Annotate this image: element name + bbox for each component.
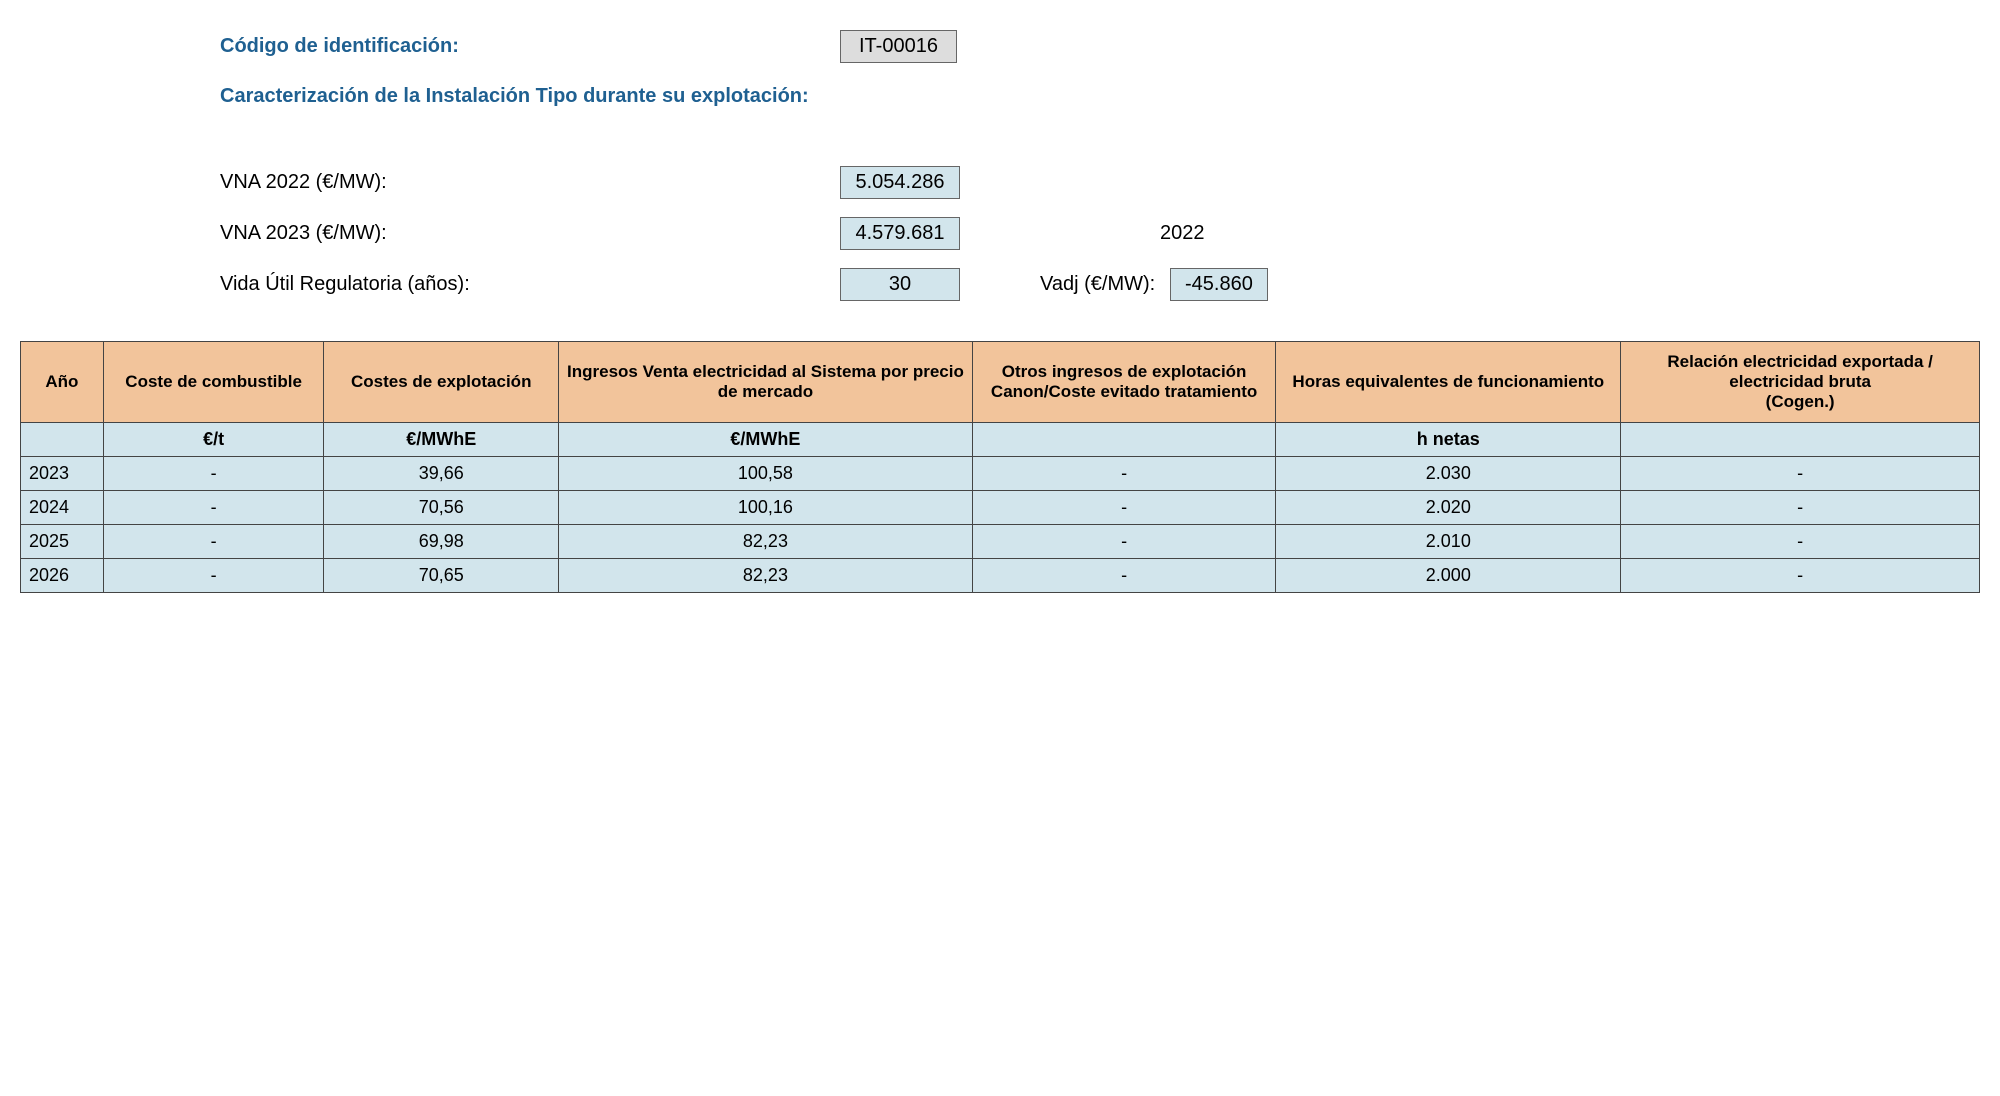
table-cell: 70,56 [324,491,559,525]
table-units-cell [1621,423,1980,457]
table-cell: - [103,559,324,593]
table-cell: - [972,457,1276,491]
table-row: 2023-39,66100,58-2.030- [21,457,1980,491]
table-units-cell: €/MWhE [324,423,559,457]
table-cell: 2.030 [1276,457,1621,491]
vida-label: Vida Útil Regulatoria (años): [220,273,840,296]
vna2023-row: VNA 2023 (€/MW): 4.579.681 2022 [220,217,1980,250]
table-header-cell: Coste de combustible [103,342,324,423]
table-cell: - [1621,559,1980,593]
table-cell: 70,65 [324,559,559,593]
header-section: Código de identificación: IT-00016 Carac… [220,30,1980,301]
table-units-cell [972,423,1276,457]
vadj-value: -45.860 [1170,268,1268,301]
vida-value: 30 [840,268,960,301]
id-row: Código de identificación: IT-00016 [220,30,1980,63]
table-units-row: €/t€/MWhE€/MWhEh netas [21,423,1980,457]
table-cell: - [1621,491,1980,525]
vna2022-row: VNA 2022 (€/MW): 5.054.286 [220,166,1980,199]
table-header-cell: Relación electricidad exportada / electr… [1621,342,1980,423]
table-cell: 2.000 [1276,559,1621,593]
table-body: €/t€/MWhE€/MWhEh netas2023-39,66100,58-2… [21,423,1980,593]
subtitle-row: Caracterización de la Instalación Tipo d… [220,85,1980,108]
table-cell: 2.010 [1276,525,1621,559]
table-cell: - [103,457,324,491]
data-table: AñoCoste de combustibleCostes de explota… [20,341,1980,593]
vna2023-label: VNA 2023 (€/MW): [220,222,840,245]
table-header-cell: Otros ingresos de explotación Canon/Cost… [972,342,1276,423]
vna2023-value: 4.579.681 [840,217,960,250]
table-cell: 2024 [21,491,104,525]
table-cell: 100,58 [559,457,973,491]
table-cell: - [1621,525,1980,559]
table-cell: - [972,525,1276,559]
table-header-cell: Año [21,342,104,423]
table-units-cell: €/MWhE [559,423,973,457]
table-units-cell: h netas [1276,423,1621,457]
table-cell: 69,98 [324,525,559,559]
year-extra: 2022 [1160,222,1205,245]
table-header-row: AñoCoste de combustibleCostes de explota… [21,342,1980,423]
table-header-cell: Horas equivalentes de funcionamiento [1276,342,1621,423]
vna2022-value: 5.054.286 [840,166,960,199]
id-value: IT-00016 [840,30,957,63]
id-label: Código de identificación: [220,35,840,58]
table-units-cell: €/t [103,423,324,457]
vida-row: Vida Útil Regulatoria (años): 30 Vadj (€… [220,268,1980,301]
table-row: 2025-69,9882,23-2.010- [21,525,1980,559]
table-row: 2026-70,6582,23-2.000- [21,559,1980,593]
table-cell: - [1621,457,1980,491]
table-cell: 39,66 [324,457,559,491]
table-header-cell: Costes de explotación [324,342,559,423]
table-cell: 2026 [21,559,104,593]
vna2022-label: VNA 2022 (€/MW): [220,171,840,194]
table-cell: 2.020 [1276,491,1621,525]
table-cell: 2023 [21,457,104,491]
table-cell: 100,16 [559,491,973,525]
table-cell: - [103,525,324,559]
table-cell: - [103,491,324,525]
table-cell: 82,23 [559,559,973,593]
subtitle: Caracterización de la Instalación Tipo d… [220,85,840,108]
table-units-cell [21,423,104,457]
table-cell: - [972,559,1276,593]
table-cell: - [972,491,1276,525]
vadj-label: Vadj (€/MW): [1040,273,1170,296]
table-cell: 2025 [21,525,104,559]
table-cell: 82,23 [559,525,973,559]
table-header-cell: Ingresos Venta electricidad al Sistema p… [559,342,973,423]
table-row: 2024-70,56100,16-2.020- [21,491,1980,525]
